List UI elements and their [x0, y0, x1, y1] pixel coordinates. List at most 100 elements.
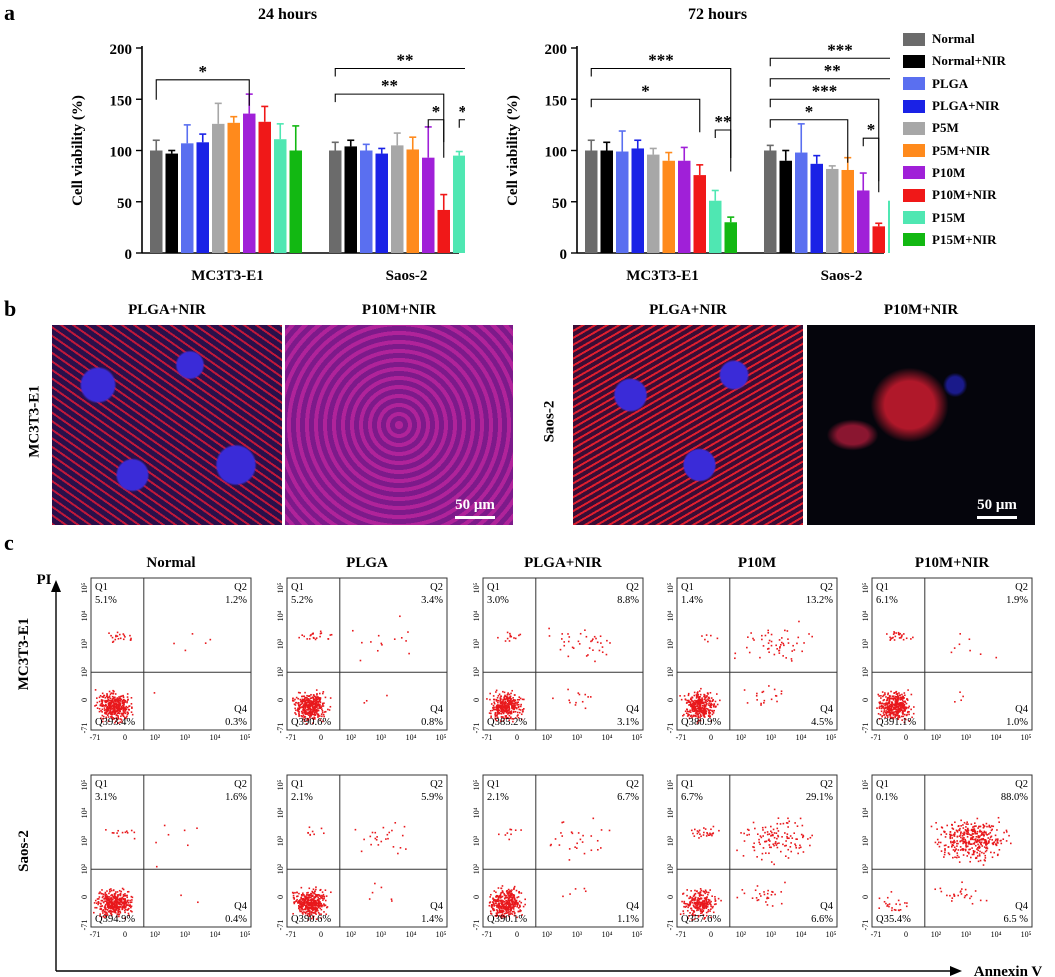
- flow-event-dot: [508, 913, 510, 915]
- flow-event-dot: [717, 897, 720, 900]
- flow-event-dot: [104, 905, 106, 907]
- flow-event-dot: [301, 894, 303, 897]
- flow-event-dot: [298, 636, 300, 639]
- flow-event-dot: [492, 908, 495, 910]
- flow-event-dot: [109, 711, 112, 713]
- x-tick-label: 10²: [150, 733, 161, 742]
- flow-event-dot: [110, 897, 112, 899]
- flow-event-dot: [894, 703, 896, 705]
- flow-event-dot: [572, 647, 575, 649]
- flow-event-dot: [298, 904, 300, 907]
- flow-event-dot: [901, 693, 903, 696]
- flow-event-dot: [191, 633, 194, 635]
- flow-event-dot: [320, 902, 322, 905]
- flow-event-dot: [891, 704, 893, 707]
- flow-event-dot: [124, 701, 126, 703]
- flow-event-dot: [315, 908, 317, 911]
- flow-event-dot: [752, 846, 754, 848]
- flow-event-dot: [888, 695, 891, 697]
- flow-event-dot: [496, 912, 499, 914]
- flow-event-dot: [492, 704, 495, 707]
- flow-event-dot: [967, 843, 970, 845]
- flow-event-dot: [306, 905, 308, 908]
- flow-event-dot: [960, 888, 963, 890]
- flow-event-dot: [949, 831, 952, 833]
- flow-event-dot: [123, 903, 126, 906]
- flow-event-dot: [762, 835, 764, 837]
- flow-event-dot: [505, 908, 507, 911]
- flow-event-dot: [302, 905, 304, 908]
- flow-event-dot: [877, 693, 880, 696]
- flow-event-dot: [971, 829, 973, 831]
- bar: [422, 157, 435, 253]
- flow-event-dot: [769, 846, 771, 849]
- flow-event-dot: [976, 840, 978, 843]
- flow-event-dot: [913, 706, 915, 708]
- flow-event-dot: [736, 849, 738, 852]
- flow-event-dot: [96, 701, 99, 704]
- flow-event-dot: [961, 835, 964, 837]
- flow-event-dot: [967, 851, 970, 854]
- flow-event-dot: [892, 633, 895, 635]
- flow-event-dot: [592, 817, 595, 820]
- flow-event-dot: [704, 902, 706, 904]
- flow-event-dot: [902, 695, 904, 698]
- flow-event-dot: [322, 832, 325, 835]
- flow-event-dot: [116, 712, 119, 715]
- flow-event-dot: [110, 713, 113, 715]
- flow-event-dot: [313, 907, 316, 910]
- flow-event-dot: [514, 903, 516, 905]
- y-tick-label: 10⁴: [472, 807, 481, 818]
- flow-event-dot: [312, 713, 315, 716]
- flow-event-dot: [983, 830, 986, 833]
- flow-event-dot: [701, 699, 704, 701]
- flow-event-dot: [520, 892, 523, 894]
- flow-event-dot: [977, 843, 979, 846]
- flow-event-dot: [978, 847, 981, 849]
- flow-event-dot: [966, 828, 969, 831]
- significance-label: *: [432, 102, 441, 121]
- flow-event-dot: [320, 632, 323, 634]
- flow-event-dot: [694, 828, 696, 831]
- flow-event-dot: [315, 886, 317, 888]
- flow-event-dot: [312, 902, 315, 905]
- flow-event-dot: [519, 910, 521, 913]
- bar: [150, 150, 163, 253]
- flow-event-dot: [502, 698, 504, 701]
- flow-event-dot: [112, 640, 115, 643]
- flow-event-dot: [99, 915, 101, 918]
- flow-event-dot: [117, 902, 120, 904]
- flow-event-dot: [94, 705, 96, 707]
- flow-event-dot: [687, 903, 689, 906]
- flow-event-dot: [764, 826, 767, 829]
- flow-event-dot: [515, 889, 518, 892]
- flow-event-dot: [698, 829, 701, 832]
- flow-event-dot: [107, 712, 110, 715]
- flow-event-dot: [117, 698, 119, 700]
- flow-event-dot: [887, 692, 890, 695]
- flow-event-dot: [324, 696, 327, 699]
- flow-event-dot: [684, 902, 687, 905]
- flow-event-dot: [701, 911, 704, 914]
- flow-event-dot: [107, 707, 110, 710]
- flow-event-dot: [113, 696, 115, 699]
- flow-event-dot: [702, 910, 704, 913]
- flow-event-dot: [898, 637, 901, 639]
- x-tick-label: 0: [709, 733, 713, 742]
- flow-event-dot: [965, 829, 967, 832]
- x-tick-label: 10²: [346, 733, 357, 742]
- flow-event-dot: [300, 903, 303, 906]
- flow-event-dot: [704, 709, 706, 712]
- flow-event-dot: [107, 906, 109, 908]
- flow-event-dot: [974, 839, 977, 841]
- flow-event-dot: [489, 698, 491, 701]
- flow-event-dot: [977, 827, 979, 829]
- flow-event-dot: [106, 912, 108, 915]
- flow-event-dot: [897, 633, 900, 636]
- flow-event-dot: [119, 695, 122, 698]
- flow-event-dot: [761, 638, 763, 641]
- flow-event-dot: [705, 914, 708, 917]
- flow-event-dot: [296, 709, 299, 711]
- flow-event-dot: [770, 830, 772, 833]
- flow-event-dot: [896, 714, 899, 717]
